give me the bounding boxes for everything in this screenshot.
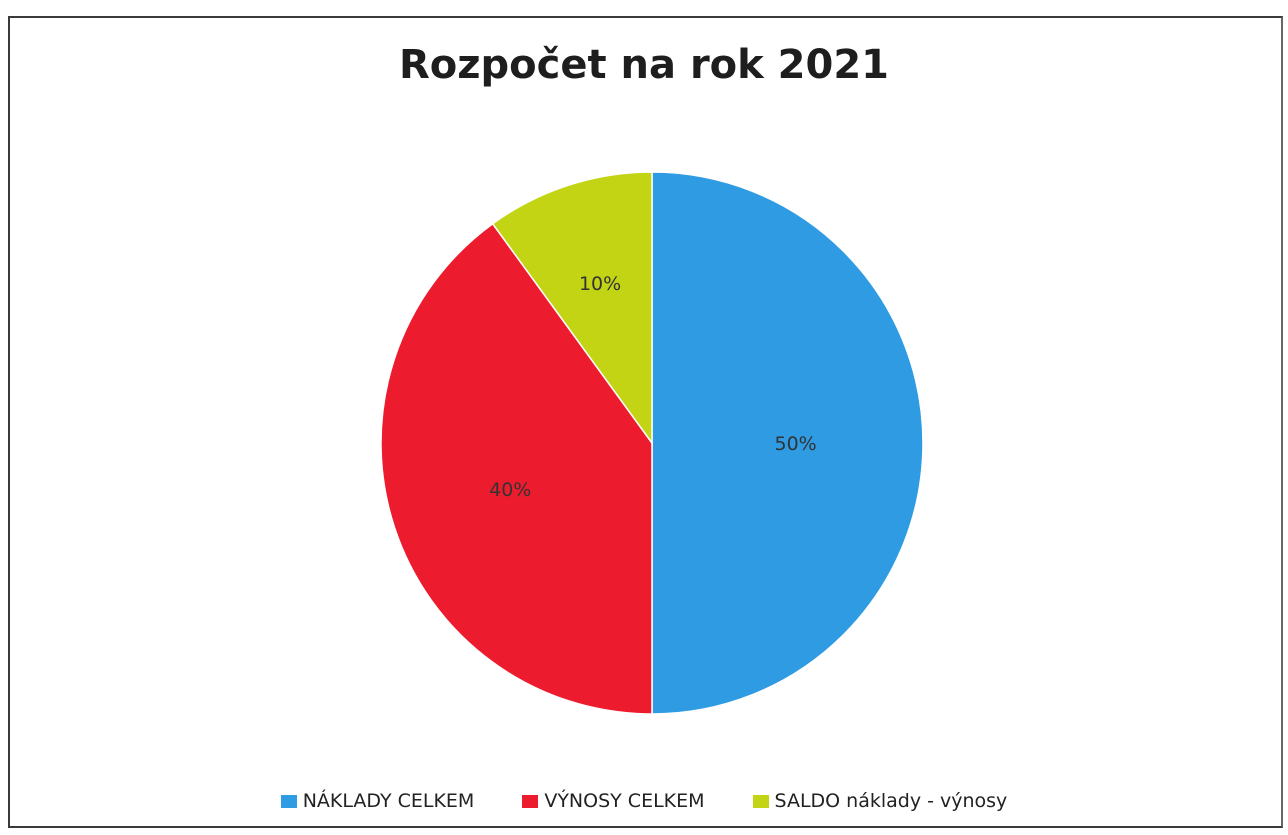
slice-vynosy [380,222,653,715]
legend-swatch-naklady [280,794,297,808]
chart-title: Rozpočet na rok 2021 [398,42,890,88]
slice-saldo [491,171,653,446]
slice-naklady [651,171,924,715]
legend-item-naklady: NÁKLADY CELKEM [280,790,475,812]
legend: NÁKLADY CELKEM VÝNOSY CELKEM SALDO nákla… [0,790,1288,812]
legend-swatch-saldo [752,794,769,808]
data-label-saldo: 10% [579,273,621,295]
legend-item-vynosy: VÝNOSY CELKEM [522,790,705,812]
legend-label-naklady: NÁKLADY CELKEM [302,790,475,812]
data-label-vynosy: 40% [489,479,531,501]
data-label-naklady: 50% [775,433,817,455]
legend-swatch-vynosy [522,794,539,808]
legend-label-saldo: SALDO náklady - výnosy [774,790,1008,812]
legend-item-saldo: SALDO náklady - výnosy [752,790,1008,812]
legend-label-vynosy: VÝNOSY CELKEM [544,790,705,812]
